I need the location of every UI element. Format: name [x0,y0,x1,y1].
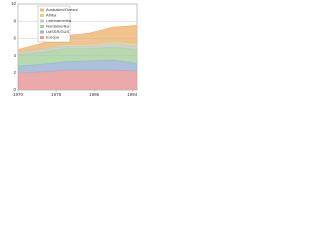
x-tick-label: 1994 [127,92,138,97]
y-tick-label: 8 [13,18,16,23]
y-tick-label: 2 [13,70,16,75]
legend-label: Australien/Ozeani [46,7,78,12]
x-tick-label: 1970 [13,92,24,97]
series-line [17,25,138,51]
legend-label: Afrika [46,13,57,18]
legend-swatch [40,14,44,17]
y-tick-label: 0 [13,87,16,92]
x-tick-label: 1986 [89,92,100,97]
legend-label: Nordamerika [46,24,70,29]
area [18,25,137,53]
y-tick-label: 10 [11,1,17,6]
x-tick-label: 1978 [51,92,62,97]
area [18,43,137,55]
y-tick-label: 6 [13,36,16,41]
legend-swatch [40,19,44,23]
area [18,70,137,90]
legend-swatch [40,8,44,12]
area [18,59,137,73]
page: {"chart_data": {"type": "stacked-area", … [0,0,140,101]
legend-label: Lateinamerika [46,18,72,23]
legend-label: UdSSR/GUS [46,29,69,34]
chart: 0 2 4 6 8 10 1970 1978 1986 1994 Australien/Ozeani… [11,1,138,97]
legend-label: Europa [46,35,60,40]
legend-swatch [40,36,44,39]
legend-swatch [40,30,44,34]
y-tick-label: 4 [13,53,16,58]
legend-swatch [40,25,44,28]
